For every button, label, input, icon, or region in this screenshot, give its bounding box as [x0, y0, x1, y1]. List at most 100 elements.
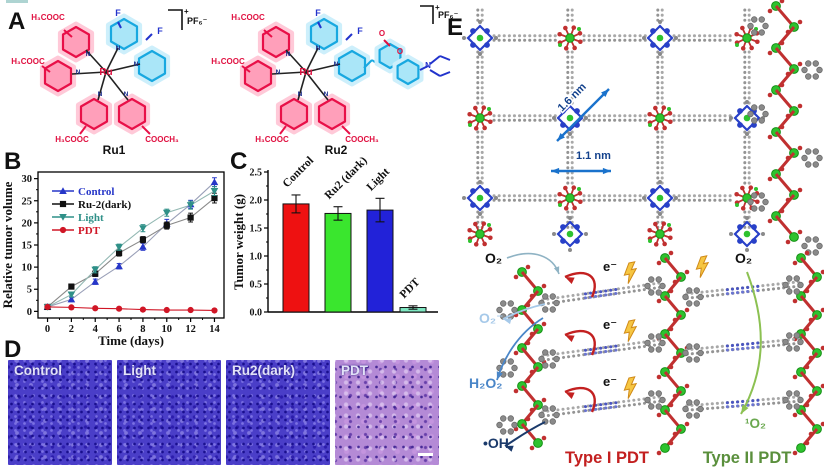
- x-tick: 14: [209, 324, 220, 335]
- corner-dash: [6, 0, 28, 3]
- y-tick: 0.0: [250, 308, 263, 319]
- y-tick: 0: [27, 307, 32, 318]
- x-tick: 6: [116, 324, 121, 335]
- histology-image-control: Control: [8, 360, 112, 465]
- ester-label: H₃COOC: [231, 13, 265, 22]
- panel-label-c: C: [230, 148, 248, 175]
- counterion-label: PF₆⁻: [187, 16, 208, 26]
- bar-label: Ru2 (dark): [323, 155, 370, 202]
- x-tick: 8: [140, 324, 145, 335]
- y-axis-label: Tumor weight (g): [231, 194, 246, 290]
- y-tick: 1.0: [250, 252, 263, 263]
- histology-image-light: Light: [117, 360, 221, 465]
- y-tick: 1.5: [250, 224, 263, 235]
- x-tick: 4: [93, 324, 99, 335]
- nitrogen-label: N: [324, 91, 329, 98]
- peroxide-label: H₂O₂: [469, 375, 502, 391]
- nitrogen-label: N: [425, 61, 431, 70]
- y-tick: 0.5: [250, 280, 263, 291]
- nitrogen-label: N: [76, 69, 81, 76]
- x-axis-label: Time (days): [98, 333, 164, 348]
- bar-label: Control: [281, 155, 316, 190]
- electron-label: e⁻: [603, 374, 617, 389]
- electron-label: e⁻: [603, 259, 617, 274]
- histology-label: Control: [14, 363, 62, 378]
- mof-structure-and-mechanism: 1.6 nm1.1 nme⁻e⁻e⁻O₂O₂⁻H₂O₂•OHO₂¹O₂Type …: [462, 0, 824, 467]
- oxygen-label: O₂: [735, 250, 752, 266]
- nitrogen-label: N: [98, 91, 103, 98]
- legend-entry: PDT: [78, 225, 101, 237]
- charge-label: +: [435, 3, 440, 12]
- nitrogen-label: N: [298, 91, 303, 98]
- panel-label-a: A: [8, 8, 26, 35]
- ru1-structure: H₃COOC H₃COOC H₃COOC COOCH₃ F F N N N N N N Ru +PF₆⁻ R…: [11, 7, 208, 157]
- y-tick: 5: [27, 285, 32, 296]
- fluorine-label: F: [315, 8, 321, 18]
- bar-label: Light: [365, 166, 393, 194]
- type2-pdt-label: Type II PDT: [703, 449, 792, 467]
- fluorine-label: F: [157, 26, 163, 36]
- y-tick: 2.0: [250, 196, 263, 207]
- ester-label: COOCH₃: [145, 135, 179, 144]
- nitrogen-label: N: [134, 61, 139, 68]
- charge-label: +: [184, 7, 189, 16]
- superoxide-label: O₂⁻: [479, 310, 504, 326]
- ester-label: H₃COOC: [31, 13, 65, 22]
- nitrogen-label: N: [316, 45, 321, 52]
- fluorine-label: F: [357, 26, 363, 36]
- x-tick: 10: [162, 324, 173, 335]
- panel-label-b: B: [4, 148, 22, 175]
- legend-entry: Control: [78, 186, 114, 198]
- x-tick: 12: [185, 324, 196, 335]
- nitrogen-label: N: [124, 91, 129, 98]
- compound-caption: Ru1: [103, 143, 126, 157]
- oxygen-label: O: [397, 47, 403, 56]
- legend-entry: Light: [78, 212, 104, 224]
- x-tick: 0: [45, 324, 50, 335]
- y-axis-label: Relative tumor volume: [0, 181, 15, 308]
- counterion-label: PF₆⁻: [438, 10, 459, 20]
- legend-entry: Ru-2(dark): [78, 199, 132, 211]
- x-tick: 2: [69, 324, 74, 335]
- nitrogen-label: N: [334, 61, 339, 68]
- y-tick: 20: [22, 218, 33, 229]
- scale-bar: [418, 453, 433, 456]
- compound-caption: Ru2: [325, 143, 348, 157]
- histology-image-pdt: PDT: [335, 360, 439, 465]
- y-tick: 15: [22, 241, 33, 252]
- nitrogen-label: N: [116, 45, 121, 52]
- y-tick: 25: [22, 196, 33, 207]
- y-tick: 2.5: [250, 168, 263, 179]
- ru2-structure: H₃COOC H₃COOC H₃COOC COOCH₃ F F N N N N N N Ru +PF₆⁻ R…: [211, 3, 459, 157]
- oxygen-label: O₂: [485, 250, 502, 266]
- tumor-weight-chart: 0.0 0.5 1.0 1.5 2.0 2.5 Tumor weight (g) Contro…: [231, 155, 438, 319]
- histology-label: PDT: [341, 363, 368, 378]
- panel-label-d: D: [4, 336, 22, 363]
- ester-label: H₃COOC: [11, 57, 45, 66]
- ester-label: H₃COOC: [255, 135, 289, 144]
- panel-label-e: E: [447, 14, 464, 41]
- pore-size-label: 1.1 nm: [576, 150, 611, 162]
- histology-label: Ru2(dark): [232, 363, 296, 378]
- y-tick: 10: [22, 263, 33, 274]
- histology-label: Light: [123, 363, 156, 378]
- nitrogen-label: N: [286, 51, 291, 58]
- ester-label: COOCH₃: [345, 135, 379, 144]
- oxygen-label: O: [379, 29, 385, 38]
- type1-pdt-label: Type I PDT: [565, 449, 649, 467]
- metal-label: Ru: [299, 67, 312, 78]
- hydroxyl-label: •OH: [483, 435, 509, 451]
- electron-label: e⁻: [603, 317, 617, 332]
- singlet-oxygen-label: ¹O₂: [745, 416, 766, 431]
- nitrogen-label: N: [86, 51, 91, 58]
- histology-image-ru2dark: Ru2(dark): [226, 360, 330, 465]
- tumor-volume-chart: 0 5 10 15 20 25 30 0 2 4 6 8 10 12 14 Time (days) Relati…: [0, 171, 225, 348]
- metal-label: Ru: [99, 67, 112, 78]
- ester-label: H₃COOC: [55, 135, 89, 144]
- ester-label: H₃COOC: [211, 57, 245, 66]
- nitrogen-label: N: [276, 69, 281, 76]
- fluorine-label: F: [115, 8, 121, 18]
- y-tick: 30: [22, 174, 33, 185]
- bar-label: PDT: [398, 276, 423, 301]
